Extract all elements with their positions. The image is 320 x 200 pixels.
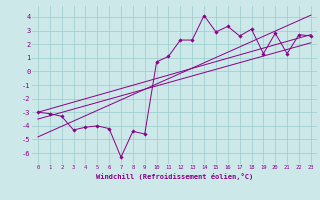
X-axis label: Windchill (Refroidissement éolien,°C): Windchill (Refroidissement éolien,°C)	[96, 173, 253, 180]
